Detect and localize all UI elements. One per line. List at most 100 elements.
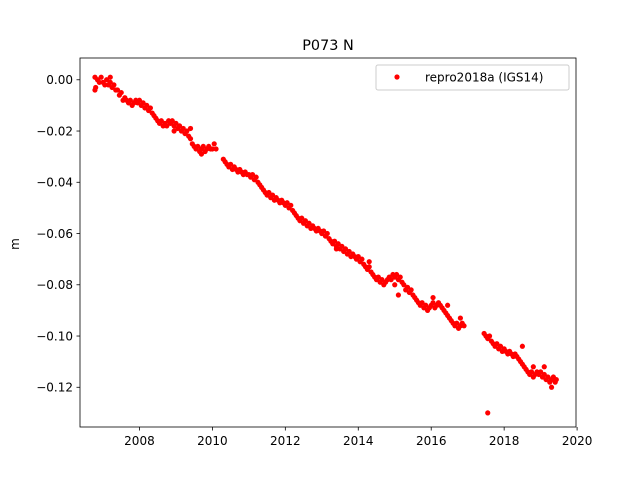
data-point-128 [331,238,338,244]
data-point-65 [209,146,215,152]
scatter-points [92,74,559,416]
data-point-6 [102,82,108,88]
data-point-66 [211,141,217,147]
data-point-209 [497,343,504,349]
data-point-40 [164,123,170,129]
data-point-29 [144,102,150,109]
data-point-178 [423,302,429,308]
data-point-47 [176,123,183,129]
data-point-141 [355,253,361,260]
ticks: 2008 2010 2012 2014 2016 2018 2020 0.00 −0.02 −0.… [36,73,592,448]
y-tick-label: 0.00 [46,73,73,87]
legend-frame [375,64,570,91]
data-point-248 [392,282,398,288]
data-point-245 [213,146,219,152]
data-point-104 [288,202,294,208]
data-point-102 [284,200,290,206]
axes [79,57,577,428]
data-point-110 [299,215,305,221]
data-point-241 [92,87,98,93]
data-point-249 [395,292,401,298]
x-tick-label: 2018 [489,434,520,448]
data-point-176 [419,300,425,306]
data-point-143 [359,256,365,262]
y-tick-label: −0.12 [36,381,73,395]
x-tick-label: 2014 [343,434,374,448]
data-point-246 [333,246,339,252]
data-point-3 [96,79,102,85]
data-point-20 [127,97,133,103]
data-point-37 [158,118,164,124]
data-point-231 [538,369,544,375]
data-point-252 [530,364,536,370]
data-point-11 [111,82,117,88]
legend: repro2018a (IGS14) [375,64,570,91]
data-point-92 [266,189,272,196]
data-point-242 [171,128,177,134]
data-point-182 [430,300,436,306]
data-point-122 [321,228,327,234]
chart-title: P073 N [302,38,354,54]
x-tick-label: 2012 [270,434,301,448]
legend-marker [394,74,400,80]
data-point-130 [335,241,341,247]
data-point-147 [366,264,372,270]
data-point-226 [528,369,535,375]
y-tick-label: −0.08 [36,278,73,292]
data-point-114 [306,220,312,226]
x-tick-label: 2010 [197,434,228,448]
data-point-250 [457,315,463,321]
data-point-207 [494,341,500,347]
data-point-13 [114,87,121,93]
data-point-258 [485,410,491,416]
x-tick-label: 2008 [124,434,155,448]
data-point-253 [541,364,547,370]
data-point-251 [519,343,525,349]
data-point-49 [180,125,186,132]
data-point-15 [118,89,124,96]
data-point-136 [346,248,352,255]
data-point-71 [228,161,234,167]
data-point-233 [541,371,547,378]
data-point-170 [408,287,414,293]
data-point-159 [388,277,394,283]
data-point-27 [140,100,146,106]
data-point-134 [342,246,349,252]
data-point-254 [548,384,555,390]
legend-label: repro2018a (IGS14) [425,71,543,85]
data-point-154 [379,277,385,283]
data-point-164 [397,274,403,280]
data-point-132 [339,243,345,249]
data-point-240 [553,376,559,383]
x-tick-label: 2020 [562,434,593,448]
data-point-162 [393,271,400,278]
plot-frame [79,57,577,428]
data-point-45 [173,120,179,126]
y-tick-label: −0.06 [36,227,73,241]
data-point-247 [366,259,372,265]
data-point-85 [253,174,259,180]
data-point-235 [545,374,551,380]
y-tick-label: −0.10 [36,329,73,343]
data-point-57 [195,143,201,150]
data-point-43 [169,118,175,124]
data-point-203 [486,333,493,339]
data-point-4 [98,74,104,80]
data-point-199 [461,323,467,329]
data-point-168 [404,284,411,290]
data-point-94 [269,192,276,198]
data-point-60 [200,143,206,150]
data-point-195 [454,320,460,326]
data-point-31 [147,105,153,111]
data-point-152 [375,274,381,280]
data-point-257 [107,74,113,80]
data-point-7 [104,77,110,83]
data-point-124 [324,230,330,237]
y-tick-label: −0.02 [36,124,73,138]
data-point-83 [249,171,256,178]
x-tick-label: 2016 [416,434,447,448]
data-point-243 [187,125,194,132]
data-point-9 [107,79,113,85]
data-point-25 [136,97,143,103]
